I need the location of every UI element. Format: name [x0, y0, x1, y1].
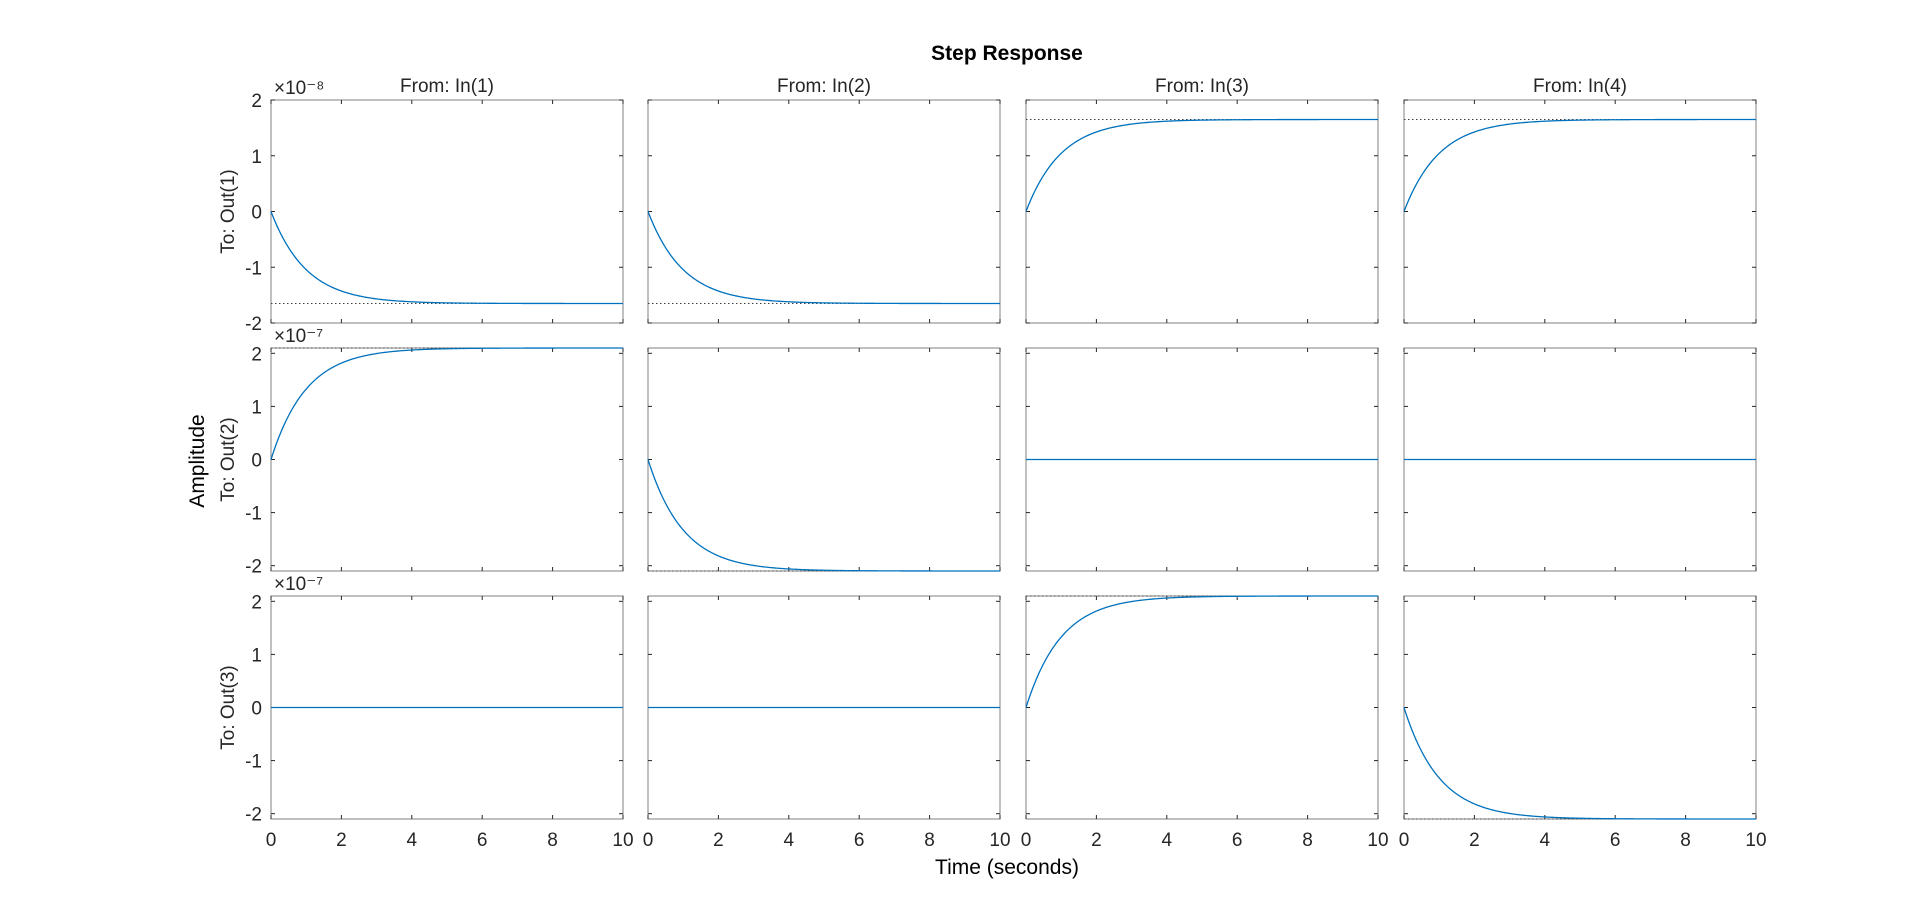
subplot-r1-c3 — [1025, 99, 1379, 324]
response-curve — [1025, 118, 1378, 212]
y-tick-label: 1 — [251, 147, 262, 168]
row-label-2: To: Out(2) — [218, 417, 239, 501]
y-tick-label: -1 — [245, 504, 262, 525]
axes-box — [647, 99, 1001, 324]
response-curve — [1025, 595, 1378, 708]
x-tick-label: 6 — [1232, 830, 1243, 851]
axes-box — [270, 99, 624, 324]
y-tick-label: -1 — [245, 258, 262, 279]
subplot-r1-c1 — [270, 99, 624, 324]
column-label-3: From: In(3) — [1155, 76, 1249, 97]
x-tick-label: 8 — [924, 830, 935, 851]
response-curve — [270, 347, 623, 460]
x-tick-label: 10 — [989, 830, 1010, 851]
x-tick-label: 8 — [1302, 830, 1313, 851]
y-tick-label: -2 — [245, 557, 262, 578]
x-tick-label: 4 — [407, 830, 418, 851]
subplot-r2-c3 — [1025, 347, 1379, 572]
subplot-r1-c4 — [1403, 99, 1757, 324]
subplot-grid: From: In(1) From: In(2) From: In(3) From: I… — [218, 76, 1767, 851]
axes-box — [1403, 595, 1757, 820]
row-label-1: To: Out(1) — [218, 169, 239, 253]
x-axis-title: Time (seconds) — [935, 856, 1079, 879]
subplot-r2-c4 — [1403, 347, 1757, 572]
x-tick-label: 2 — [713, 830, 724, 851]
y-exponent-label-2: ×10⁻⁷ — [274, 326, 323, 347]
y-exponent-label-1: ×10⁻⁸ — [274, 78, 324, 99]
x-tick-label: 10 — [612, 830, 633, 851]
column-label-4: From: In(4) — [1533, 76, 1627, 97]
axes-box — [270, 347, 624, 572]
x-tick-label: 0 — [643, 830, 654, 851]
row-label-3: To: Out(3) — [218, 665, 239, 749]
chart-title: Step Response — [931, 42, 1083, 65]
y-tick-label: 2 — [251, 344, 262, 365]
x-tick-label: 4 — [784, 830, 795, 851]
subplot-r2-c2 — [647, 347, 1001, 572]
response-curve — [270, 211, 623, 305]
x-tick-label: 2 — [336, 830, 347, 851]
subplot-r3-c1: 0 2 4 6 8 10 — [266, 595, 634, 851]
y-tick-label: 0 — [251, 203, 262, 224]
x-tick-label: 2 — [1091, 830, 1102, 851]
subplot-r1-c2 — [647, 99, 1001, 324]
subplot-r3-c3: 0 2 4 6 8 10 — [1021, 595, 1389, 851]
x-tick-label: 0 — [1021, 830, 1032, 851]
y-tick-label: 2 — [251, 91, 262, 112]
subplot-r3-c4: 0 2 4 6 8 10 — [1399, 595, 1767, 851]
x-tick-label: 10 — [1367, 830, 1388, 851]
response-curve — [1403, 707, 1756, 820]
x-tick-label: 2 — [1469, 830, 1480, 851]
axes-box — [1025, 99, 1379, 324]
column-label-2: From: In(2) — [777, 76, 871, 97]
x-tick-label: 8 — [1680, 830, 1691, 851]
x-tick-label: 0 — [266, 830, 277, 851]
y-tick-label: -2 — [245, 314, 262, 335]
y-tick-label: 1 — [251, 645, 262, 666]
x-tick-label: 6 — [477, 830, 488, 851]
y-exponent-label-3: ×10⁻⁷ — [274, 574, 323, 595]
axes-box — [647, 347, 1001, 572]
x-tick-label: 6 — [1610, 830, 1621, 851]
y-tick-label: -1 — [245, 752, 262, 773]
axes-box — [1025, 595, 1379, 820]
column-label-1: From: In(1) — [400, 76, 494, 97]
x-tick-label: 4 — [1540, 830, 1551, 851]
subplot-r2-c1 — [270, 347, 624, 572]
response-curve — [647, 211, 1000, 305]
x-tick-label: 8 — [547, 830, 558, 851]
y-tick-label: 2 — [251, 592, 262, 613]
y-axis-title: Amplitude — [186, 414, 209, 507]
x-tick-label: 4 — [1162, 830, 1173, 851]
x-tick-label: 6 — [854, 830, 865, 851]
y-tick-label: 0 — [251, 451, 262, 472]
response-curve — [1403, 118, 1756, 212]
y-tick-label: -2 — [245, 805, 262, 826]
axes-box — [1403, 99, 1757, 324]
x-tick-label: 0 — [1399, 830, 1410, 851]
response-curve — [647, 459, 1000, 572]
y-tick-label: 1 — [251, 397, 262, 418]
subplot-r3-c2: 0 2 4 6 8 10 — [643, 595, 1011, 851]
x-tick-label: 10 — [1745, 830, 1766, 851]
y-tick-label: 0 — [251, 699, 262, 720]
